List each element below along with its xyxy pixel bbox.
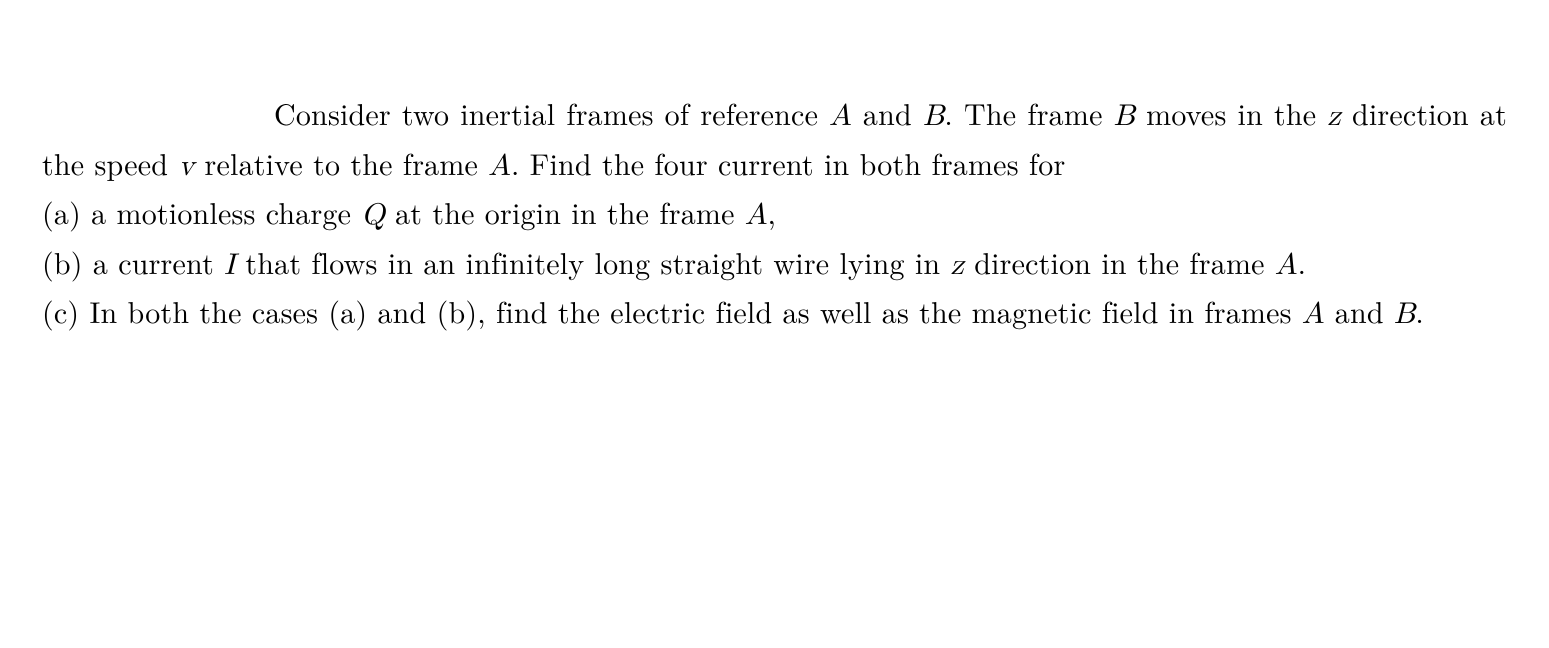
var-B: B	[1114, 101, 1135, 131]
part-c: (c) In both the cases (a) and (b), find …	[42, 288, 1507, 338]
part-c-label: (c)	[42, 289, 89, 332]
intro-seg6: relative to the frame	[194, 141, 488, 184]
var-B: B	[923, 101, 944, 131]
intro-seg7: . Find the four current in both frames f…	[511, 141, 1066, 184]
var-z: z	[951, 250, 965, 280]
part-b: (b) a current I that flows in an infinit…	[42, 239, 1507, 289]
problem-text: Consider two inertial frames of referenc…	[0, 0, 1549, 338]
intro-paragraph: Consider two inertial frames of referenc…	[42, 90, 1507, 189]
part-b-seg4: .	[1298, 240, 1307, 283]
part-b-seg1: a current	[93, 240, 224, 283]
intro-seg2: and	[852, 91, 923, 134]
var-Q: Q	[361, 200, 385, 230]
part-a: (a) a motionless charge Q at the origin …	[42, 189, 1507, 239]
part-a-label: (a)	[42, 190, 91, 233]
var-v: v	[178, 151, 194, 181]
intro-seg3: . The frame	[944, 91, 1113, 134]
var-I: I	[224, 250, 235, 280]
part-b-label: (b)	[42, 240, 93, 283]
var-A: A	[1275, 250, 1298, 280]
part-b-seg3: direction in the frame	[964, 240, 1275, 283]
var-B: B	[1394, 299, 1415, 329]
var-A: A	[829, 101, 852, 131]
var-z: z	[1327, 101, 1341, 131]
part-c-seg1: In both the cases (a) and (b), find the …	[89, 289, 1301, 332]
part-c-seg3: .	[1415, 289, 1424, 332]
part-b-seg2: that flows in an infinitely long straigh…	[235, 240, 950, 283]
intro-seg4: moves in the	[1135, 91, 1327, 134]
var-A: A	[1302, 299, 1325, 329]
var-A: A	[488, 151, 511, 181]
var-A: A	[745, 200, 768, 230]
part-a-seg2: at the origin in the frame	[385, 190, 745, 233]
intro-seg1: Consider two inertial frames of referenc…	[274, 91, 829, 134]
part-c-seg2: and	[1325, 289, 1394, 332]
part-a-seg1: a motionless charge	[91, 190, 361, 233]
part-a-seg3: ,	[768, 190, 777, 233]
